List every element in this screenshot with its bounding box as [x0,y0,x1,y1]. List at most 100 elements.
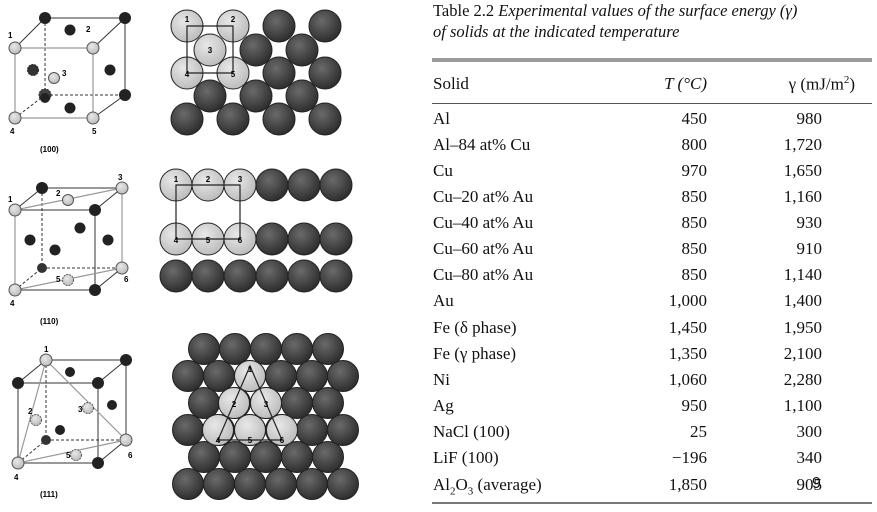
atom [319,168,353,202]
cell-surface-energy: 2,100 [783,344,822,363]
cell-temperature: 850 [681,187,708,206]
cell-temperature: 450 [681,109,708,128]
cell-surface-energy: 1,100 [783,396,822,415]
atom-label-4: 4 [216,436,221,445]
atom [312,387,344,419]
cell-solid: Al2O3 (average) [433,475,542,498]
cell-solid: Al [433,109,450,128]
cell-solid: Cu–80 at% Au [433,265,534,284]
cell-temperature: 800 [681,135,708,154]
atom-label-5: 5 [231,70,236,79]
header-gamma: γ (mJ/m2) [789,74,855,95]
cube-111-label-5: 5 [66,451,71,460]
atom [172,360,204,392]
table-top-rule [432,58,872,62]
atom [219,333,251,365]
atom [265,468,297,500]
atom [327,414,359,446]
triangle-outline [217,364,283,441]
atom [255,259,289,293]
atom [262,56,296,90]
table-row: Cu–20 at% Au 850 1,160 [420,187,877,213]
table-row: NaCl (100) 25 300 [420,422,877,448]
cell-temperature: 950 [681,396,708,415]
table-caption-line-2: of solids at the indicated temperature [433,22,680,41]
cell-surface-energy: 980 [796,109,823,128]
table-row: Cu–60 at% Au 850 910 [420,239,877,265]
atom [319,259,353,293]
table-row: Al 450 980 [420,109,877,135]
cell-surface-energy: 1,720 [783,135,822,154]
table-row: Ag 950 1,100 [420,396,877,422]
atom [159,259,193,293]
table-caption-line-1: Experimental values of the surface energ… [498,1,798,20]
cell-surface-energy: 300 [796,422,823,441]
atom [287,259,321,293]
table-header-rule [432,103,872,104]
atom-label-2: 2 [206,175,211,184]
atom-label-4: 4 [185,70,190,79]
atom [239,79,273,113]
table-row: Cu–40 at% Au 850 930 [420,213,877,239]
packing-110: 1 2 3 4 5 6 [159,168,353,293]
cell-temperature: 850 [681,213,708,232]
cell-surface-energy: 1,140 [783,265,822,284]
atom [191,259,225,293]
table-row: Au 1,000 1,400 [420,291,877,317]
atom [308,102,342,136]
atom [250,333,282,365]
atom-label-1: 1 [174,175,179,184]
cube-100 [14,17,126,119]
cell-solid: Ni [433,370,450,389]
cell-solid: Au [433,291,454,310]
atom-label-2: 2 [232,400,237,409]
atom [296,468,328,500]
atom [234,414,266,446]
cube-110-label-3: 3 [118,173,123,182]
atom [219,441,251,473]
atom [308,9,342,43]
cell-surface-energy: 930 [796,213,823,232]
cell-solid: Fe (γ phase) [433,344,517,363]
atom-label-6: 6 [238,236,243,245]
atom [296,414,328,446]
cube-111-label-4: 4 [14,473,19,482]
table-row: Al–84 at% Cu 800 1,720 [420,135,877,161]
atom [312,441,344,473]
cell-surface-energy: 1,400 [783,291,822,310]
atom-label-6: 6 [280,436,285,445]
table-row: Al2O3 (average) 1,850 905 [420,475,877,501]
atom [172,414,204,446]
table-row: Fe (δ phase) 1,450 1,950 [420,318,877,344]
atom [281,333,313,365]
cube-111-label-1: 1 [44,345,49,354]
atom [216,102,250,136]
packing-100: 1 2 3 4 5 [170,9,342,136]
atom [255,222,289,256]
atom [255,168,289,202]
cube-111-caption: (111) [40,490,58,499]
atom [319,222,353,256]
cube-111-label-6: 6 [128,451,133,460]
atom [285,33,319,67]
atom [188,441,220,473]
table-number: Table 2.2 [433,1,495,20]
cell-temperature: 1,850 [668,475,707,494]
atom [203,468,235,500]
table-row: Ni 1,060 2,280 [420,370,877,396]
header-solid: Solid [433,74,469,93]
table-row: Cu 970 1,650 [420,161,877,187]
table-row: Cu–80 at% Au 850 1,140 [420,265,877,291]
atom [327,360,359,392]
cube-111-atoms [11,353,133,470]
atom [203,360,235,392]
atom [223,259,257,293]
atom [312,333,344,365]
atom-label-2: 2 [231,15,236,24]
cell-temperature: 1,450 [668,318,707,337]
cell-solid: Al–84 at% Cu [433,135,531,154]
unit-cell-outline [175,184,241,240]
cell-surface-energy: 1,160 [783,187,822,206]
table-caption: Table 2.2 Experimental values of the sur… [433,0,873,42]
